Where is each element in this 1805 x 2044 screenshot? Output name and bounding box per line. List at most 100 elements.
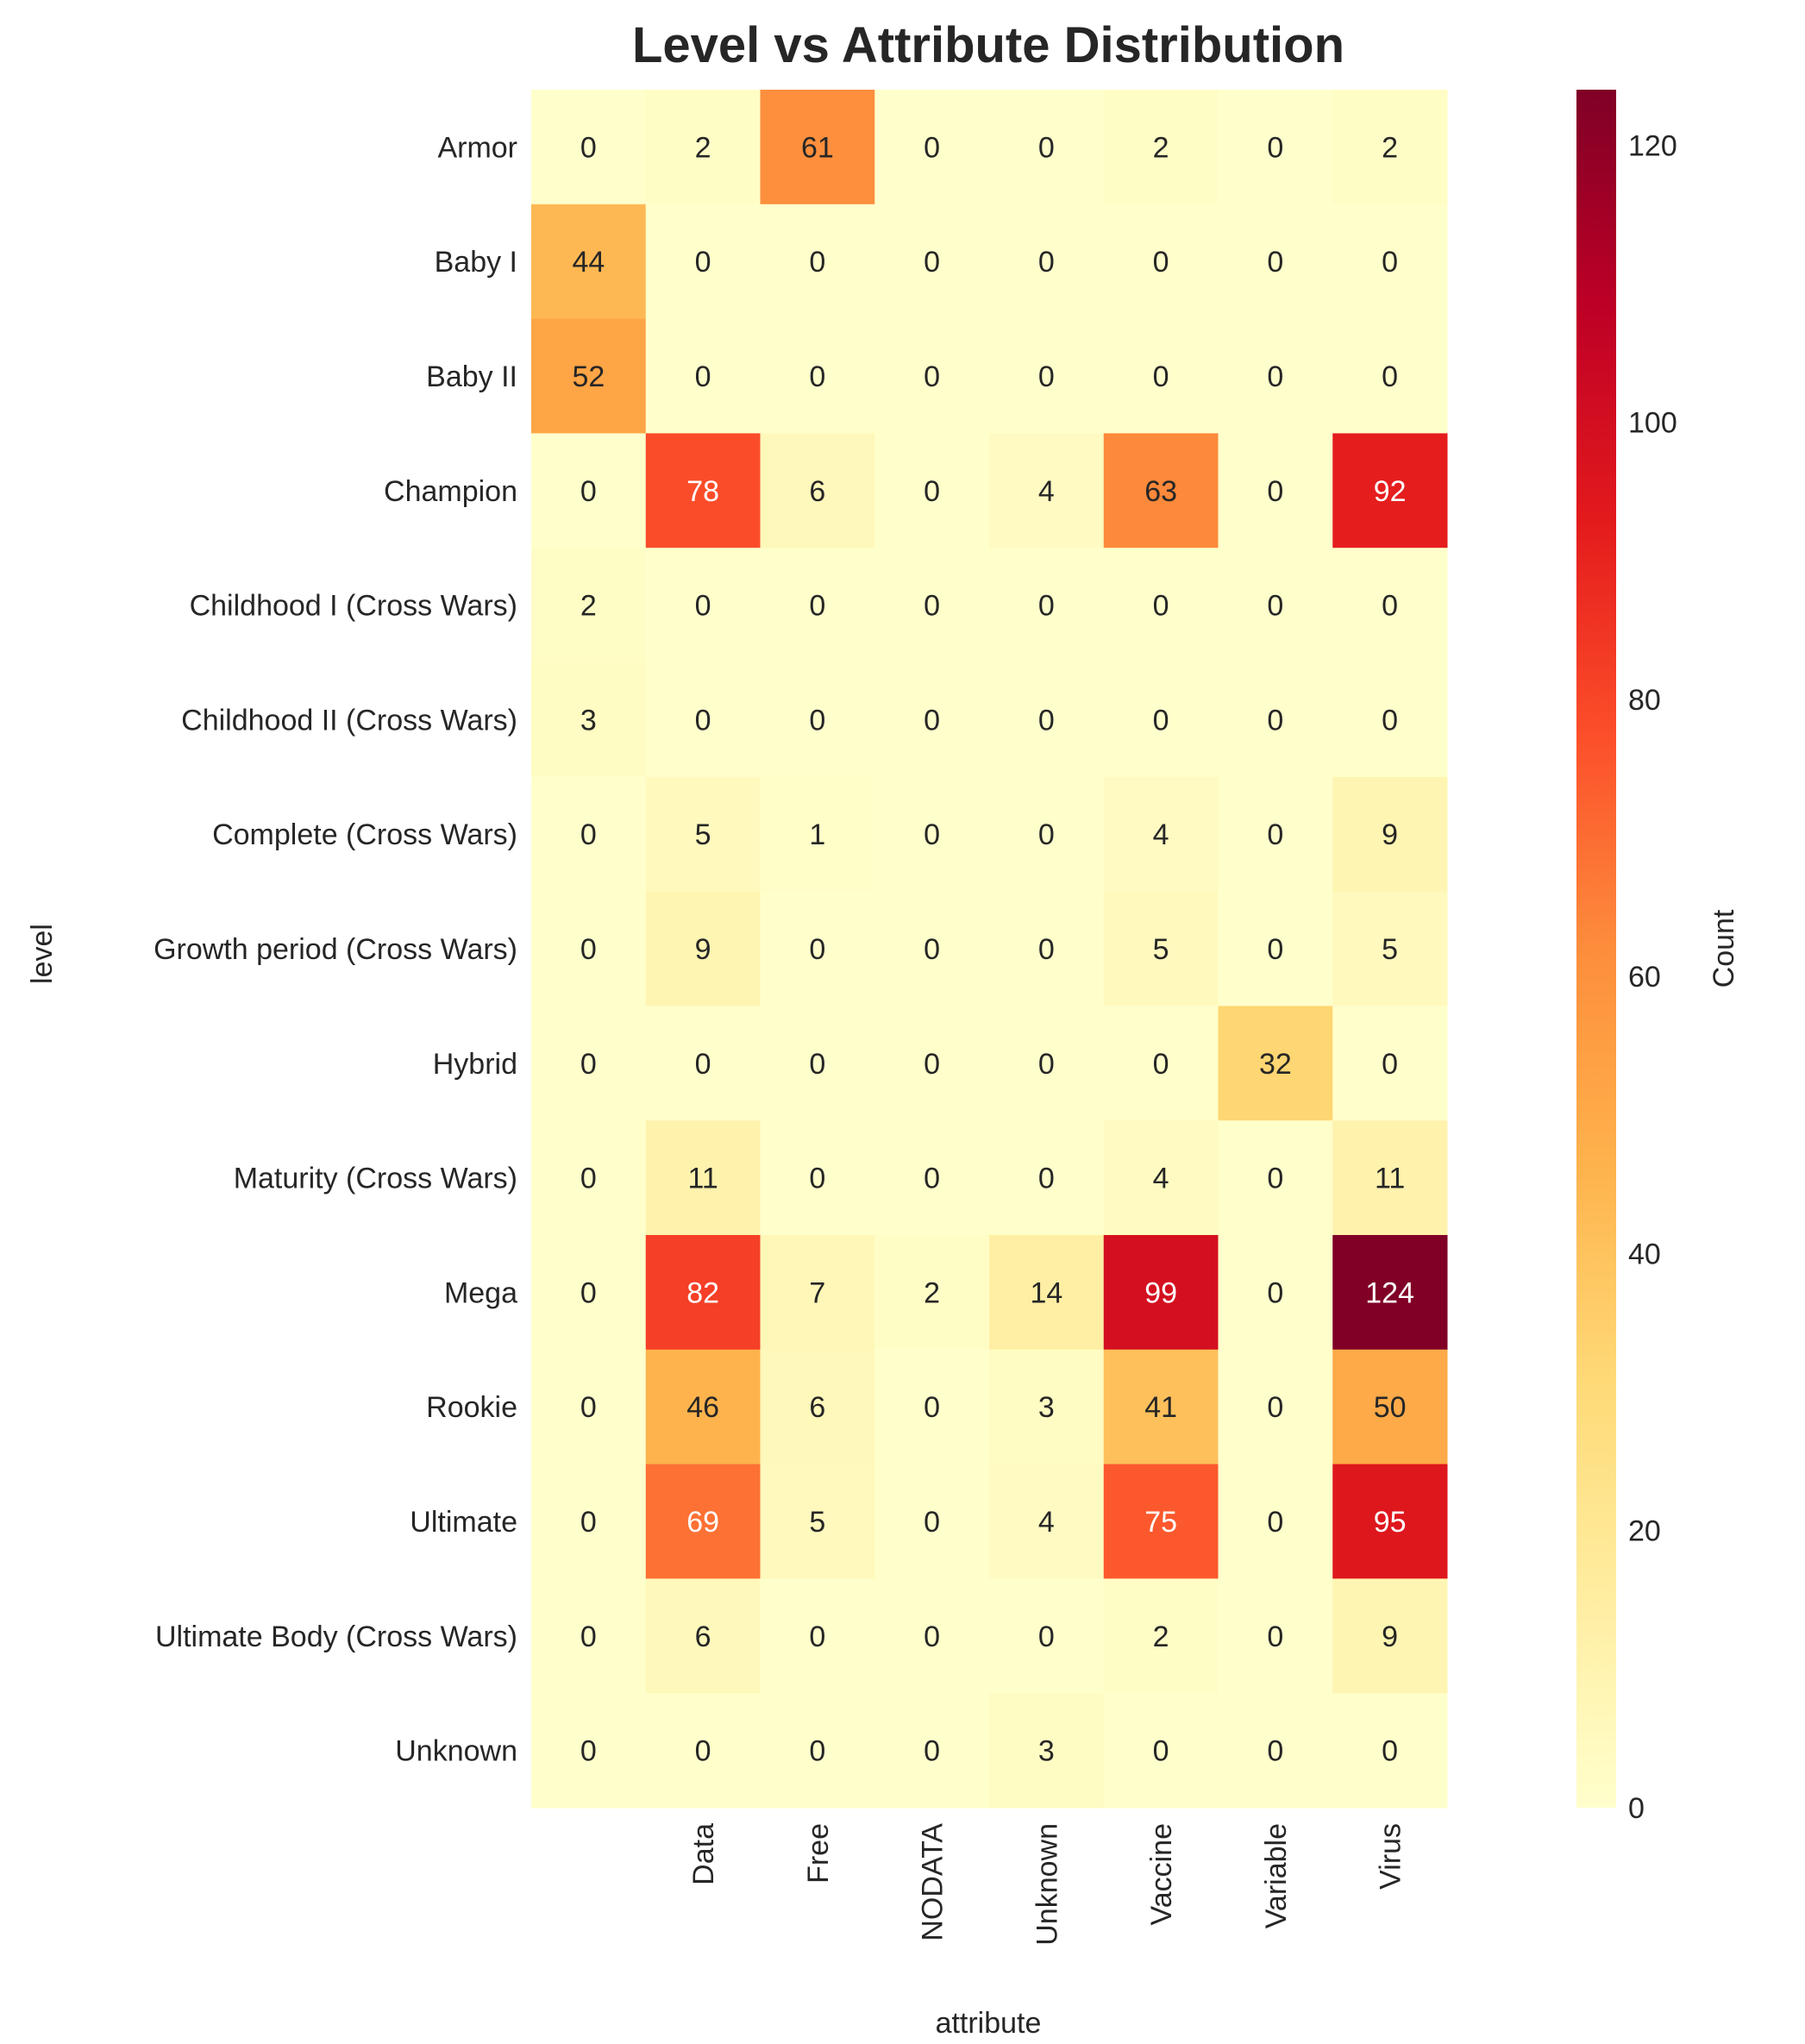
heatmap-cell <box>1218 1578 1333 1694</box>
heatmap-cell <box>1103 1120 1219 1236</box>
cell-value-label: 11 <box>687 1163 718 1195</box>
cell-value-label: 0 <box>580 131 597 164</box>
heatmap-cell <box>760 548 875 663</box>
cell-value-label: 0 <box>924 1621 940 1653</box>
heatmap-cell <box>1332 1693 1448 1809</box>
cell-value-label: 0 <box>924 818 940 851</box>
heatmap-cell <box>531 433 647 549</box>
cell-value-label: 0 <box>1038 590 1055 623</box>
cell-value-label: 0 <box>1038 1621 1055 1653</box>
colorbar-tick-labels: 0 20 40 60 80 100 120 <box>1628 129 1677 1825</box>
cell-value-label: 7 <box>809 1276 825 1309</box>
heatmap-cell-labels: 0 2 61 0 0 2 0 244 0 0 0 0 0 0 052 0 0 0 0 0 0 00 78 6 0 4 63 0 922 0… <box>572 131 1414 1767</box>
cell-value-label: 6 <box>695 1621 711 1653</box>
cell-value-label: 0 <box>695 246 711 279</box>
cell-value-label: 0 <box>1153 361 1169 393</box>
heatmap-cell <box>1103 1006 1219 1121</box>
heatmap-cell <box>1103 662 1219 778</box>
cell-value-label: 0 <box>1382 590 1398 623</box>
heatmap-cell <box>874 776 990 893</box>
heatmap-cell <box>1332 662 1448 778</box>
cell-value-label: 2 <box>1153 131 1169 164</box>
heatmap-cell <box>1218 1120 1333 1236</box>
cell-value-label: 0 <box>1153 704 1169 737</box>
cell-value-label: 0 <box>809 933 825 966</box>
cell-value-label: 6 <box>809 475 825 508</box>
y-tick-label: Baby I <box>435 246 517 279</box>
heatmap-cell <box>874 891 990 1006</box>
heatmap-cell <box>1332 1006 1448 1121</box>
cell-value-label: 14 <box>1030 1276 1062 1309</box>
x-tick-label: NODATA <box>917 1823 950 1941</box>
heatmap-cell <box>645 433 761 549</box>
heatmap-cell <box>989 776 1105 893</box>
heatmap-cell <box>1332 1120 1448 1236</box>
colorbar <box>1576 90 1616 1808</box>
cell-value-label: 0 <box>1038 704 1055 737</box>
heatmap-cell <box>645 1235 761 1351</box>
heatmap-cell <box>874 548 990 663</box>
cell-value-label: 0 <box>580 818 597 851</box>
heatmap-cell <box>874 1120 990 1236</box>
cell-value-label: 4 <box>1038 475 1055 508</box>
colorbar-tick-label: 40 <box>1628 1238 1661 1270</box>
cell-value-label: 124 <box>1365 1276 1414 1309</box>
cell-value-label: 9 <box>1382 818 1398 851</box>
cell-value-label: 0 <box>809 1621 825 1653</box>
cell-value-label: 0 <box>695 704 711 737</box>
heatmap-cell <box>645 1464 761 1579</box>
heatmap-cell <box>645 1349 761 1465</box>
heatmap-cell <box>989 204 1105 320</box>
heatmap-cell <box>989 662 1105 778</box>
cell-value-label: 0 <box>1267 590 1283 623</box>
cell-value-label: 5 <box>695 818 711 851</box>
cell-value-label: 69 <box>686 1506 719 1539</box>
cell-value-label: 0 <box>1267 246 1283 279</box>
heatmap-cell <box>531 1120 647 1236</box>
cell-value-label: 0 <box>809 361 825 393</box>
cell-value-label: 44 <box>572 246 605 279</box>
y-tick-label: Growth period (Cross Wars) <box>154 933 517 966</box>
colorbar-tick-label: 0 <box>1628 1792 1645 1825</box>
heatmap-cell <box>1332 204 1448 320</box>
heatmap-cell <box>1103 90 1219 205</box>
cell-value-label: 0 <box>1267 475 1283 508</box>
cell-value-label: 0 <box>1153 1048 1169 1081</box>
cell-value-label: 2 <box>1153 1621 1169 1653</box>
heatmap-cell <box>874 318 990 434</box>
cell-value-label: 78 <box>686 475 719 508</box>
cell-value-label: 1 <box>809 818 825 851</box>
heatmap-cell <box>874 1693 990 1809</box>
cell-value-label: 0 <box>924 361 940 393</box>
heatmap-cell <box>874 1464 990 1579</box>
cell-value-label: 0 <box>1267 1276 1283 1309</box>
heatmap-cell <box>645 1578 761 1694</box>
cell-value-label: 0 <box>1038 361 1055 393</box>
cell-value-label: 0 <box>924 246 940 279</box>
heatmap-cell <box>531 1235 647 1351</box>
heatmap-cell <box>989 433 1105 549</box>
heatmap-cell <box>760 891 875 1006</box>
y-tick-label: Maturity (Cross Wars) <box>234 1163 517 1195</box>
x-tick-label: Virus <box>1375 1823 1407 1890</box>
heatmap-cell <box>1218 1006 1333 1121</box>
heatmap-cell <box>1332 433 1448 549</box>
heatmap-cell <box>989 1464 1105 1579</box>
cell-value-label: 0 <box>1267 361 1283 393</box>
cell-value-label: 0 <box>1267 1735 1283 1768</box>
cell-value-label: 3 <box>1038 1391 1055 1424</box>
cell-value-label: 5 <box>1153 933 1169 966</box>
heatmap-cell <box>645 318 761 434</box>
cell-value-label: 0 <box>1382 246 1398 279</box>
heatmap-cell <box>989 1235 1105 1351</box>
y-tick-label: Complete (Cross Wars) <box>212 818 517 851</box>
heatmap-cell <box>760 204 875 320</box>
cell-value-label: 0 <box>809 1735 825 1768</box>
x-tick-label: Free <box>802 1823 835 1884</box>
heatmap-cell <box>531 318 647 434</box>
cell-value-label: 99 <box>1144 1276 1177 1309</box>
cell-value-label: 5 <box>809 1506 825 1539</box>
cell-value-label: 0 <box>1038 1048 1055 1081</box>
heatmap-cell <box>1218 548 1333 663</box>
cell-value-label: 0 <box>924 1391 940 1424</box>
